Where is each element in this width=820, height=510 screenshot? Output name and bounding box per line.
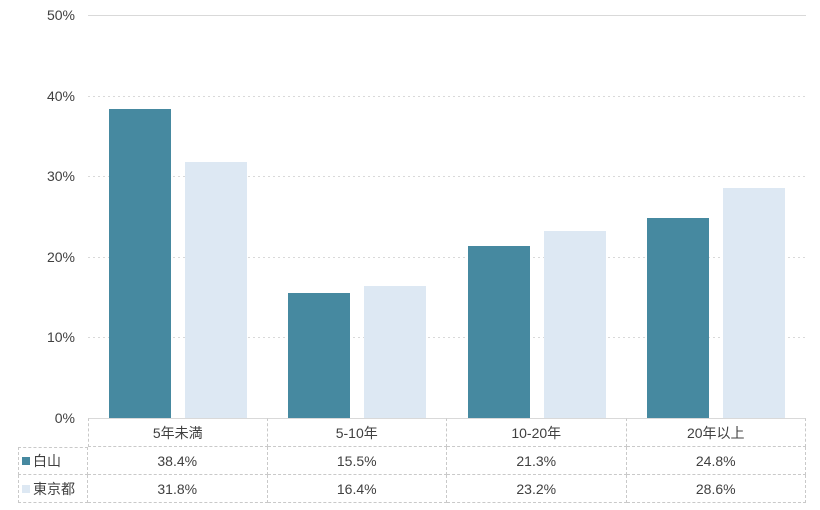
bar-東京都-20年以上 (723, 187, 786, 418)
value-cell-東京都-3: 23.2% (447, 475, 627, 503)
category-header-1: 5年未満 (88, 418, 268, 447)
bar-東京都-5年未満 (184, 161, 247, 418)
value-cell-東京都-2: 16.4% (267, 475, 447, 503)
category-header-2: 5-10年 (267, 418, 447, 447)
value-cell-白山-1: 38.4% (88, 447, 268, 475)
legend-cell-白山: 白山 (18, 447, 88, 475)
bar-group-1 (88, 15, 268, 418)
bar-group-4 (627, 15, 807, 418)
table-corner-cell (18, 418, 88, 447)
data-table: 5年未満 5-10年 10-20年 20年以上白山 38.4% 15.5% 21.3% 24.… (18, 418, 806, 503)
gridline-40% (88, 96, 806, 97)
legend-series-label: 白山 (33, 453, 61, 469)
value-cell-東京都-1: 31.8% (88, 475, 268, 503)
gridline-30% (88, 176, 806, 177)
value-cell-白山-2: 15.5% (267, 447, 447, 475)
legend-series-label: 東京都 (33, 480, 75, 497)
y-axis-tick-label: 30% (46, 168, 75, 184)
y-axis-tick-label: 10% (46, 329, 75, 345)
y-axis-tick-label: 0% (54, 410, 75, 426)
y-axis-tick-label: 40% (46, 88, 75, 104)
plot-area (88, 15, 806, 418)
gridline-20% (88, 257, 806, 258)
legend-swatch (22, 484, 30, 493)
bar-白山-5-10年 (288, 293, 351, 418)
value-cell-白山-3: 21.3% (447, 447, 627, 475)
y-axis-tick-label: 50% (46, 7, 75, 23)
gridline-10% (88, 337, 806, 338)
bar-group-3 (447, 15, 627, 418)
gridline-50% (88, 15, 806, 16)
legend-swatch (22, 457, 30, 465)
value-cell-白山-4: 24.8% (626, 447, 806, 475)
bar-東京都-5-10年 (364, 285, 427, 418)
bar-白山-5年未満 (108, 108, 171, 418)
bar-group-2 (268, 15, 448, 418)
bar-白山-10-20年 (467, 246, 530, 418)
y-axis-tick-label: 20% (46, 249, 75, 265)
bar-東京都-10-20年 (543, 231, 606, 418)
bar-白山-20年以上 (647, 218, 710, 418)
category-header-3: 10-20年 (447, 418, 627, 447)
value-cell-東京都-4: 28.6% (626, 475, 806, 503)
category-header-4: 20年以上 (626, 418, 806, 447)
legend-cell-東京都: 東京都 (18, 475, 88, 503)
